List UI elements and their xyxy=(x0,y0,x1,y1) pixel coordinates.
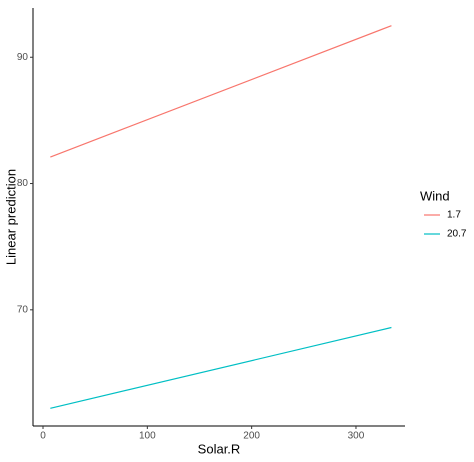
line xyxy=(50,326,392,409)
x-axis-label: Solar.R xyxy=(198,441,241,456)
y-tick-label: 80 xyxy=(17,178,29,189)
legend-title: Wind xyxy=(420,188,450,203)
y-axis-label: Linear prediction xyxy=(3,169,18,265)
legend-label: 1.7 xyxy=(447,210,461,221)
line xyxy=(50,25,392,158)
legend-label: 20.7 xyxy=(447,229,467,240)
y-tick-label: 70 xyxy=(17,304,29,315)
x-tick-label: 0 xyxy=(40,431,46,442)
x-tick-label: 300 xyxy=(348,431,365,442)
y-tick-label: 90 xyxy=(17,52,29,63)
x-tick-label: 200 xyxy=(243,431,260,442)
x-tick-label: 100 xyxy=(139,431,156,442)
